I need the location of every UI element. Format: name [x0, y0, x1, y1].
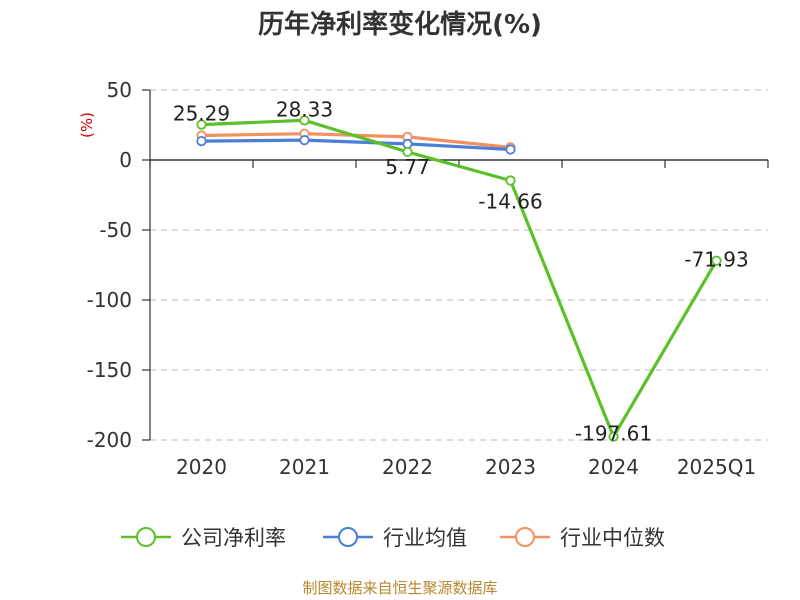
- x-axis-ticks: 2020 2021 2022 2023 2024 2025Q1: [176, 455, 756, 479]
- data-label-4: -197.61: [575, 422, 652, 446]
- series-0: [196, 115, 722, 442]
- series-0-point-0: [196, 119, 207, 130]
- y-tick-label-3: -100: [87, 288, 132, 312]
- grid-lines: [150, 89, 768, 441]
- series-line-0: [201, 118, 718, 439]
- data-label-2: 5.77: [385, 155, 430, 179]
- data-label-5: -71.93: [684, 248, 748, 272]
- data-labels: 25.29 28.33 5.77 -14.66 -197.61 -71.93: [173, 97, 749, 445]
- data-label-0: 25.29: [173, 102, 230, 126]
- series-0-point-3: [505, 175, 516, 186]
- series-1-point-3: [505, 144, 516, 155]
- y-tick-label-4: -150: [87, 358, 132, 382]
- series-0-point-5: [711, 255, 722, 266]
- series-1-point-1: [299, 135, 310, 146]
- source-note: 制图数据来自恒生聚源数据库: [302, 579, 497, 597]
- x-tick-label-3: 2023: [485, 455, 536, 479]
- x-axis: [149, 159, 769, 168]
- x-tick-label-5: 2025Q1: [677, 455, 756, 479]
- series-0-point-4: [608, 431, 619, 442]
- series-0-point-1: [299, 115, 310, 126]
- legend: 公司净利率 行业均值 行业中位数: [121, 526, 665, 550]
- data-label-1: 28.33: [276, 97, 333, 121]
- y-tick-label-0: 50: [107, 78, 132, 102]
- y-tick-label-1: 0: [119, 148, 132, 172]
- x-tick-label-4: 2024: [588, 455, 639, 479]
- series-1-point-0: [196, 136, 207, 147]
- y-tick-label-2: -50: [99, 218, 132, 242]
- legend-marker-0: [136, 527, 156, 547]
- y-tick-label-5: -200: [87, 428, 132, 452]
- data-label-3: -14.66: [478, 190, 542, 214]
- series-line-1: [201, 138, 511, 152]
- chart-title: 历年净利率变化情况(%): [258, 9, 542, 40]
- x-tick-label-1: 2021: [279, 455, 330, 479]
- legend-marker-2: [515, 527, 535, 547]
- x-tick-label-2: 2022: [382, 455, 433, 479]
- series-0-point-2: [402, 146, 413, 158]
- y-axis-unit: (%): [78, 112, 96, 138]
- x-tick-label-0: 2020: [176, 455, 227, 479]
- series-1: [196, 135, 516, 155]
- legend-label-0: 公司净利率: [181, 526, 286, 550]
- legend-label-2: 行业中位数: [560, 526, 665, 550]
- legend-marker-1: [338, 527, 358, 547]
- series-lines: [196, 115, 722, 442]
- y-axis-ticks: 50 0 -50 -100 -150 -200: [87, 78, 151, 452]
- legend-label-1: 行业均值: [383, 526, 467, 550]
